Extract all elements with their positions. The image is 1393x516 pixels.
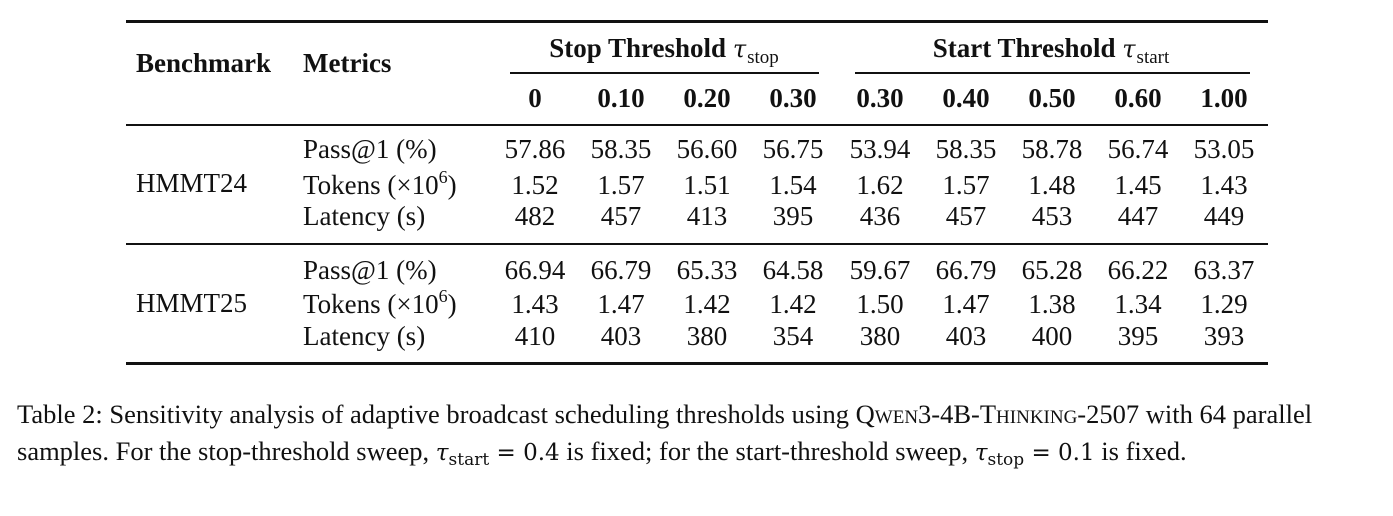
- stop-threshold-header: 0.10: [597, 83, 645, 113]
- tokens-value: 1.43: [1200, 170, 1248, 200]
- pass-value: 66.79: [935, 255, 997, 285]
- table-caption: Table 2: Sensitivity analysis of adaptiv…: [17, 399, 1313, 470]
- pass-value: 65.28: [1021, 255, 1083, 285]
- metric-label-pass: Pass@1 (%): [303, 134, 437, 164]
- stop-threshold-header: 0.20: [683, 83, 731, 113]
- tokens-value: 1.29: [1200, 289, 1248, 319]
- tokens-value: 1.57: [597, 170, 645, 200]
- latency-value: 380: [686, 321, 728, 351]
- pass-value: 56.60: [676, 134, 738, 164]
- latency-value: 410: [514, 321, 556, 351]
- bottom-rule: [126, 362, 1268, 365]
- pass-value: 66.94: [504, 255, 566, 285]
- tokens-value: 1.57: [942, 170, 990, 200]
- stop-threshold-title: Stop Threshold τstop: [549, 33, 779, 68]
- pass-value: 53.94: [849, 134, 911, 164]
- metric-label-tokens: Tokens (×106): [303, 167, 457, 200]
- tokens-value: 1.47: [597, 289, 645, 319]
- start-threshold-title: Start Threshold τstart: [932, 33, 1170, 68]
- tokens-value: 1.48: [1028, 170, 1076, 200]
- latency-value: 436: [859, 201, 901, 231]
- latency-value: 395: [1117, 321, 1159, 351]
- start-threshold-header: 1.00: [1200, 83, 1248, 113]
- start-threshold-header: 0.40: [942, 83, 990, 113]
- latency-value: 413: [686, 201, 728, 231]
- pass-value: 56.74: [1107, 134, 1169, 164]
- benchmark-name-hmmt24: HMMT24: [136, 168, 248, 198]
- latency-value: 403: [600, 321, 642, 351]
- latency-value: 482: [514, 201, 556, 231]
- latency-value: 395: [772, 201, 814, 231]
- top-rule: [126, 20, 1268, 23]
- header-rule: [126, 124, 1268, 126]
- metric-label-tokens: Tokens (×106): [303, 286, 457, 319]
- tokens-value: 1.54: [769, 170, 817, 200]
- block-separator-rule: [126, 243, 1268, 245]
- pass-value: 53.05: [1193, 134, 1255, 164]
- metric-label-latency: Latency (s): [303, 321, 426, 351]
- tokens-value: 1.52: [511, 170, 559, 200]
- benchmark-header: Benchmark: [136, 48, 271, 78]
- pass-value: 63.37: [1193, 255, 1255, 285]
- start-threshold-header: 0.60: [1114, 83, 1162, 113]
- stop-group-rule: [510, 72, 819, 74]
- pass-value: 65.33: [676, 255, 738, 285]
- tokens-value: 1.43: [511, 289, 559, 319]
- tokens-value: 1.45: [1114, 170, 1162, 200]
- pass-value: 59.67: [849, 255, 911, 285]
- latency-value: 400: [1031, 321, 1073, 351]
- pass-value: 57.86: [504, 134, 566, 164]
- pass-value: 58.35: [590, 134, 652, 164]
- start-group-rule: [855, 72, 1250, 74]
- latency-value: 447: [1117, 201, 1159, 231]
- latency-value: 449: [1203, 201, 1245, 231]
- metric-label-pass: Pass@1 (%): [303, 255, 437, 285]
- benchmark-name-hmmt25: HMMT25: [136, 288, 248, 318]
- stop-threshold-header: 0: [528, 83, 542, 113]
- tokens-value: 1.38: [1028, 289, 1076, 319]
- tokens-value: 1.51: [683, 170, 731, 200]
- start-threshold-header: 0.30: [856, 83, 904, 113]
- latency-value: 354: [772, 321, 814, 351]
- tokens-value: 1.34: [1114, 289, 1162, 319]
- tokens-value: 1.42: [769, 289, 817, 319]
- pass-value: 58.35: [935, 134, 997, 164]
- metrics-header: Metrics: [303, 48, 392, 78]
- latency-value: 453: [1031, 201, 1073, 231]
- tokens-value: 1.42: [683, 289, 731, 319]
- latency-value: 457: [945, 201, 987, 231]
- pass-value: 58.78: [1021, 134, 1083, 164]
- latency-value: 380: [859, 321, 901, 351]
- start-threshold-header: 0.50: [1028, 83, 1076, 113]
- tokens-value: 1.62: [856, 170, 904, 200]
- latency-value: 403: [945, 321, 987, 351]
- metric-label-latency: Latency (s): [303, 201, 426, 231]
- pass-value: 66.22: [1107, 255, 1169, 285]
- pass-value: 56.75: [762, 134, 824, 164]
- latency-value: 457: [600, 201, 642, 231]
- tokens-value: 1.47: [942, 289, 990, 319]
- latency-value: 393: [1203, 321, 1245, 351]
- pass-value: 66.79: [590, 255, 652, 285]
- pass-value: 64.58: [762, 255, 824, 285]
- stop-threshold-header: 0.30: [769, 83, 817, 113]
- tokens-value: 1.50: [856, 289, 904, 319]
- model-name: Qwen3-4B-Thinking-2507: [855, 399, 1140, 429]
